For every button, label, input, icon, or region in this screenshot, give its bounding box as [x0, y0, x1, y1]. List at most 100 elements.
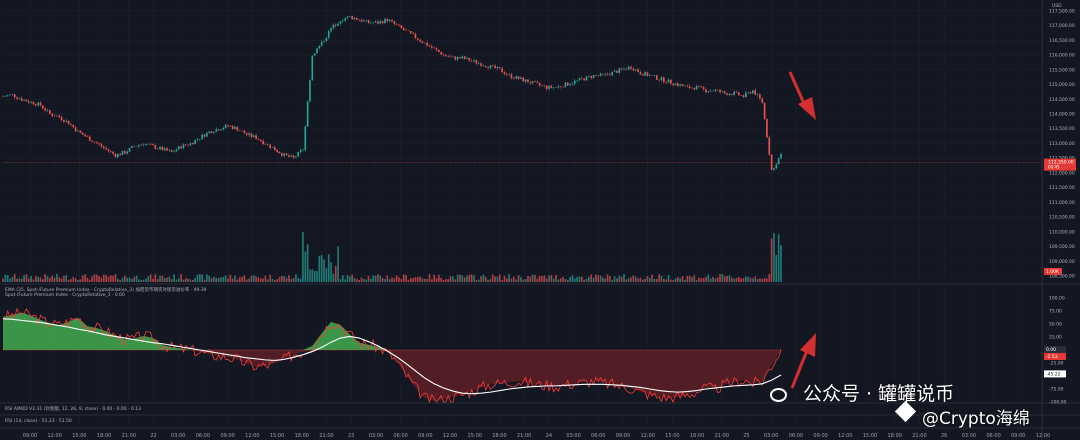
volume-bar	[562, 276, 564, 282]
volume-bar	[133, 276, 136, 282]
candle-body	[723, 91, 726, 94]
candle-body	[241, 130, 243, 132]
candle-body	[634, 69, 637, 71]
candle-body	[578, 78, 581, 81]
candle-body	[520, 77, 522, 79]
volume-bar	[475, 279, 478, 282]
candle-body	[180, 146, 182, 149]
candle-body	[618, 68, 621, 73]
candle-body	[651, 75, 653, 76]
candle-body	[6, 95, 9, 97]
volume-bar	[768, 274, 771, 282]
time-tick-label: 09:00	[23, 433, 37, 439]
candle-body	[53, 115, 56, 117]
candle-body	[30, 101, 32, 103]
volume-bar	[72, 277, 75, 282]
candle-body	[81, 132, 84, 135]
candle-body	[276, 150, 278, 152]
candle-body	[2, 96, 4, 97]
candle-body	[313, 53, 316, 56]
volume-bar	[513, 276, 515, 282]
volume-badge	[1044, 268, 1062, 275]
candle-body	[102, 146, 105, 148]
time-tick-label: 22	[150, 433, 156, 439]
volume-bar	[398, 277, 400, 282]
candle-body	[562, 86, 564, 88]
volume-bar	[238, 277, 241, 282]
volume-bar	[65, 275, 68, 282]
candle-body	[473, 60, 475, 62]
volume-bar	[578, 276, 581, 282]
volume-bar	[761, 278, 764, 282]
candle-body	[266, 144, 269, 145]
volume-bar	[114, 274, 117, 282]
volume-bar	[752, 278, 754, 282]
volume-bar	[590, 274, 593, 282]
volume-bar	[191, 279, 194, 282]
volume-bar	[442, 279, 445, 282]
volume-bar	[227, 278, 229, 282]
candle-body	[215, 129, 218, 133]
candle-body	[161, 146, 164, 151]
volume-bar	[313, 270, 316, 282]
volume-bar	[588, 276, 590, 282]
time-tick-label: 15:00	[468, 433, 482, 439]
candle-body	[590, 76, 593, 78]
candle-body	[602, 73, 604, 75]
volume-bar	[325, 268, 328, 282]
volume-bar	[719, 274, 721, 282]
candle-body	[278, 151, 281, 154]
volume-bar	[285, 278, 288, 282]
indicator-badge	[1044, 353, 1066, 360]
volume-bar	[320, 255, 323, 282]
volume-bar	[452, 276, 454, 282]
candle-body	[196, 139, 199, 141]
volume-bar	[381, 277, 384, 282]
candle-body	[534, 81, 536, 82]
volume-bar	[234, 275, 236, 282]
volume-bar	[402, 274, 405, 282]
time-tick-label: 15:00	[863, 433, 877, 439]
volume-bar	[646, 276, 649, 282]
volume-bar	[34, 276, 37, 282]
candle-body	[142, 144, 145, 146]
candle-body	[231, 126, 234, 129]
volume-bar	[707, 274, 710, 282]
volume-bar	[566, 279, 569, 282]
candle-body	[712, 90, 714, 92]
price-tick-label: 108,500.00	[1049, 274, 1075, 280]
volume-bar	[367, 276, 370, 282]
volume-bar	[79, 279, 82, 282]
candle-body	[730, 93, 733, 95]
volume-bar	[330, 262, 332, 282]
volume-bar	[496, 276, 499, 282]
indicator-tick-label: 100.00	[1049, 296, 1065, 302]
volume-bar	[487, 279, 489, 282]
candle-body	[248, 133, 250, 135]
candle-body	[716, 89, 719, 91]
candle-body	[409, 30, 412, 34]
volume-bar	[416, 277, 419, 282]
volume-bar	[6, 275, 9, 282]
candle-body	[330, 28, 332, 32]
indicator-badge-value: -45.22	[1046, 371, 1061, 377]
volume-bar	[84, 274, 86, 282]
volume-bar	[433, 274, 436, 282]
candle-body	[295, 156, 297, 158]
volume-bar	[100, 277, 103, 282]
candle-body	[684, 85, 686, 87]
candle-body	[700, 86, 703, 88]
volume-bar	[159, 275, 161, 282]
volume-bar	[663, 278, 665, 282]
volume-bar	[737, 276, 740, 282]
candle-body	[681, 84, 684, 87]
volume-bar	[295, 274, 297, 282]
volume-bar	[552, 278, 555, 282]
candle-body	[740, 95, 742, 96]
volume-bar	[660, 275, 663, 282]
volume-bar	[468, 274, 471, 282]
indicator-tick-label: -25.00	[1049, 361, 1064, 367]
candle-body	[658, 79, 660, 81]
candle-body	[698, 85, 700, 87]
candle-body	[433, 47, 436, 49]
